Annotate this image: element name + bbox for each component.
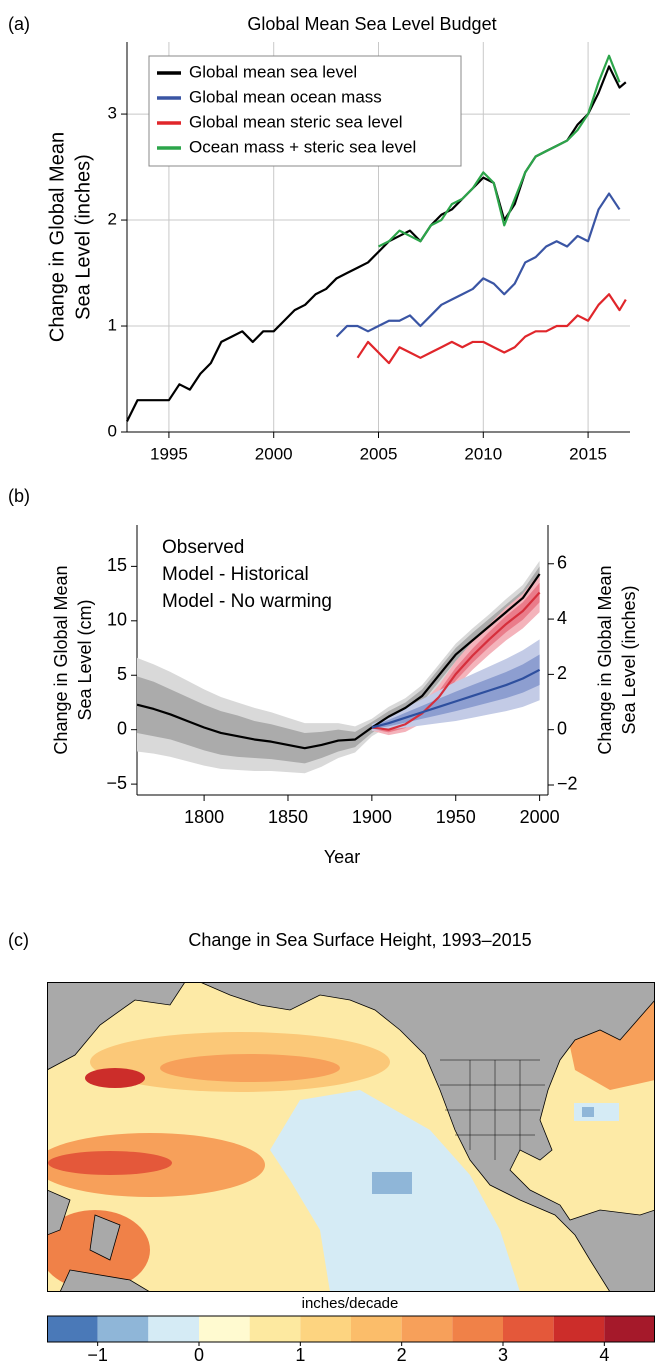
y2-tick-label: 2	[557, 663, 567, 683]
legend-label: Global mean ocean mass	[189, 87, 382, 106]
legend-label: Model - Historical	[162, 564, 309, 585]
colorbar-bin	[401, 1316, 453, 1342]
colorbar-bin	[503, 1316, 554, 1342]
y2-axis-label: Change in Global Mean	[595, 565, 615, 754]
x-tick-label: 2000	[520, 807, 560, 827]
y-axis-label: Sea Level (inches)	[72, 154, 94, 320]
colorbar-bin	[47, 1316, 98, 1342]
y-tick-label: −5	[106, 773, 127, 793]
colorbar-bin	[553, 1316, 605, 1342]
y2-tick-label: −2	[557, 774, 578, 794]
colorbar-bin	[351, 1316, 402, 1342]
y-tick-label: 5	[117, 664, 127, 684]
y2-axis-label: Sea Level (inches)	[619, 585, 639, 734]
y-axis-label: Sea Level (cm)	[75, 599, 95, 720]
colorbar-tick-label: 3	[498, 1345, 508, 1365]
x-tick-label: 2010	[464, 444, 502, 463]
y-tick-label: 0	[108, 421, 117, 440]
map	[47, 982, 655, 1292]
y2-tick-label: 0	[557, 718, 567, 738]
colorbar-tick-label: −1	[87, 1345, 108, 1365]
colorbar-tick-label: 4	[599, 1345, 609, 1365]
series-line	[378, 54, 621, 248]
panel-label: (a)	[8, 14, 30, 34]
y-tick-label: 3	[108, 104, 117, 123]
y-tick-label: 2	[108, 210, 117, 229]
x-tick-label: 2015	[569, 444, 607, 463]
legend-label: Model - No warming	[162, 591, 332, 612]
y-tick-label: 0	[117, 718, 127, 738]
chart-title: Change in Sea Surface Height, 1993–2015	[188, 930, 531, 950]
series-line	[371, 591, 541, 731]
colorbar-bin	[300, 1316, 351, 1342]
y2-tick-label: 6	[557, 553, 567, 573]
colorbar-bin	[604, 1316, 655, 1342]
legend-label: Ocean mass + steric sea level	[189, 137, 416, 156]
land	[47, 1189, 151, 1292]
ocean-anomaly	[85, 1068, 145, 1088]
x-tick-label: 1950	[436, 807, 476, 827]
ocean-anomaly	[48, 1151, 172, 1175]
legend-label: Observed	[162, 537, 244, 558]
panel-label: (c)	[8, 930, 29, 950]
uncertainty-band	[371, 654, 540, 730]
state-borders	[440, 1059, 545, 1160]
colorbar-tick-label: 0	[194, 1345, 204, 1365]
series-line	[136, 573, 541, 750]
x-tick-label: 1850	[268, 807, 308, 827]
series-line	[371, 668, 541, 729]
y-tick-label: 10	[107, 610, 127, 630]
ocean-anomaly	[160, 1054, 340, 1082]
ocean-anomaly	[372, 1172, 412, 1194]
x-tick-label: 1900	[352, 807, 392, 827]
colorbar-tick-label: 1	[295, 1345, 305, 1365]
x-axis-label: Year	[324, 847, 360, 867]
y-tick-label: 1	[108, 316, 117, 335]
x-tick-label: 2000	[255, 444, 293, 463]
ocean-anomaly	[574, 1103, 619, 1121]
y-tick-label: 15	[107, 555, 127, 575]
x-tick-label: 1995	[150, 444, 188, 463]
y-axis-label: Change in Global Mean	[46, 132, 68, 342]
x-tick-label: 1800	[184, 807, 224, 827]
colorbar-tick-label: 2	[397, 1345, 407, 1365]
colorbar-label: inches/decade	[302, 1295, 399, 1312]
colorbar-bin	[97, 1316, 149, 1342]
series-line	[356, 293, 627, 365]
colorbar-bin	[148, 1316, 199, 1342]
x-tick-label: 2005	[360, 444, 398, 463]
colorbar-bin	[452, 1316, 503, 1342]
legend-label: Global mean steric sea level	[189, 112, 403, 131]
colorbar-bin	[199, 1316, 250, 1342]
legend-label: Global mean sea level	[189, 62, 357, 81]
chart-title: Global Mean Sea Level Budget	[247, 14, 496, 34]
land	[199, 982, 655, 1292]
series-line	[335, 192, 621, 338]
ocean-anomaly	[582, 1107, 594, 1117]
legend-frame	[148, 55, 462, 167]
colorbar-bin	[249, 1316, 301, 1342]
y-axis-label: Change in Global Mean	[51, 565, 71, 754]
uncertainty-band	[371, 639, 540, 731]
panel-label: (b)	[8, 486, 30, 506]
land	[47, 982, 186, 1071]
y2-tick-label: 4	[557, 608, 567, 628]
